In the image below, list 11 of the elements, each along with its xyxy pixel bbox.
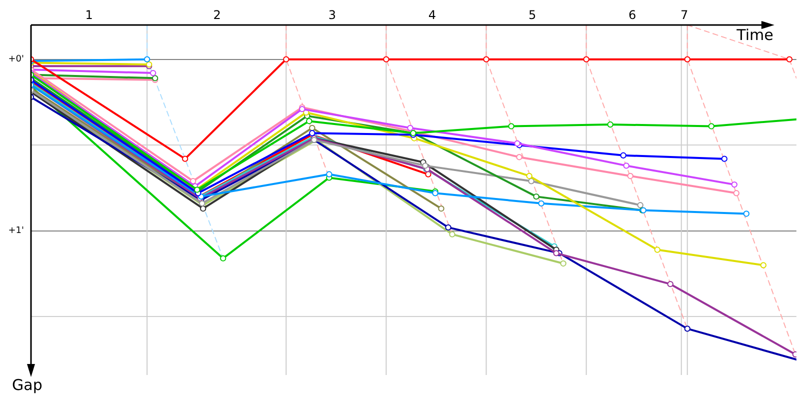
x-tick-label: 5 — [528, 8, 536, 22]
x-tick-label: 1 — [85, 8, 93, 22]
y-tick-label: +0' — [8, 54, 24, 65]
x-axis-title: Time — [736, 26, 774, 44]
x-tick-label: 6 — [628, 8, 636, 22]
y-axis-title: Gap — [12, 376, 42, 394]
x-tick-label: 2 — [213, 8, 221, 22]
y-tick-label: +1' — [8, 226, 24, 236]
x-tick-label: 3 — [328, 8, 336, 22]
x-tick-label: 4 — [428, 8, 436, 22]
x-tick-label: 7 — [680, 8, 688, 22]
